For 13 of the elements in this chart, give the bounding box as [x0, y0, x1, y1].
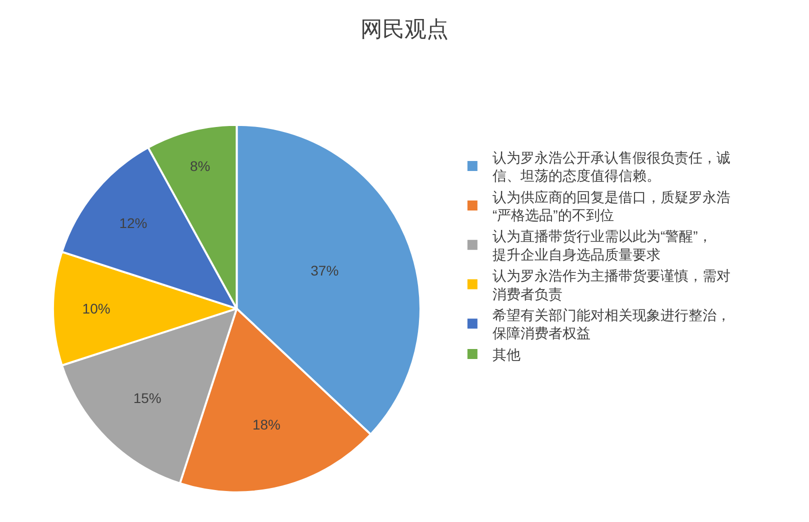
legend-label: 认为供应商的回复是借口，质疑罗永浩“严格选品”的不到位 [492, 188, 730, 224]
data-label: 15% [133, 390, 162, 406]
legend-label: 认为直播带货行业需以此为“警醒”，提升企业自身选品质量要求 [492, 228, 712, 262]
legend-label: 认为罗永浩公开承认售假很负责任，诚信、坦荡的态度值得信赖。 [492, 149, 730, 184]
legend-label: 其他 [492, 346, 520, 362]
data-label: 37% [310, 262, 339, 279]
legend-label: 认为罗永浩作为主播带货要谨慎，需对消费者负责 [492, 268, 730, 302]
data-label: 10% [82, 300, 110, 317]
data-label: 18% [252, 416, 280, 432]
data-label: 12% [119, 214, 148, 231]
chart-title: 网民观点 [360, 16, 448, 42]
data-label: 8% [190, 158, 210, 174]
legend-label: 希望有关部门能对相关现象进行整治，保障消费者权益 [492, 307, 730, 342]
